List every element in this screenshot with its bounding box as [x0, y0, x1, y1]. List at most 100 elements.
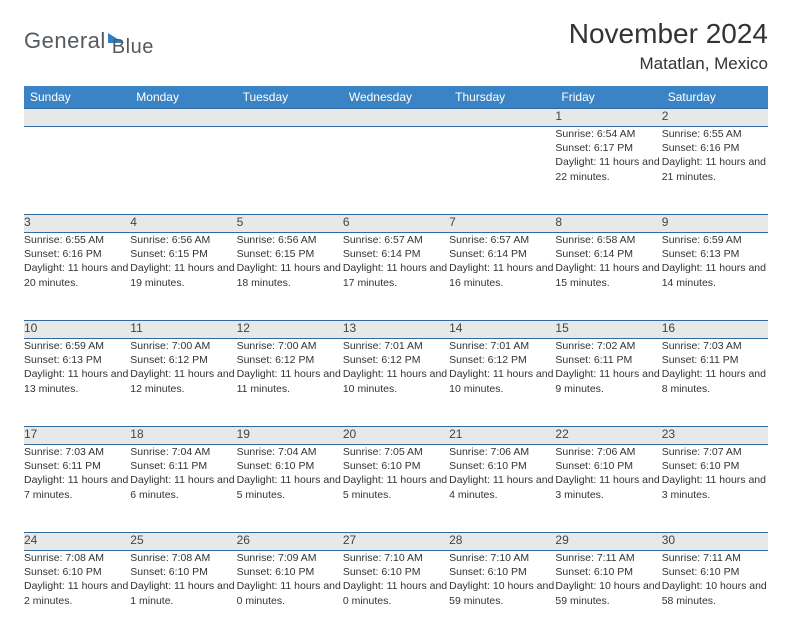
title-block: November 2024 Matatlan, Mexico: [569, 18, 768, 74]
day-number-row: 24252627282930: [24, 533, 768, 551]
sunrise-text: Sunrise: 6:55 AM: [24, 233, 130, 247]
sunset-text: Sunset: 6:10 PM: [449, 565, 555, 579]
day-number-cell: 26: [237, 533, 343, 551]
sunrise-text: Sunrise: 6:59 AM: [662, 233, 768, 247]
day-number-cell: 12: [237, 321, 343, 339]
day-number-cell: 16: [662, 321, 768, 339]
sunrise-text: Sunrise: 7:09 AM: [237, 551, 343, 565]
day-number-cell: [449, 109, 555, 127]
sunrise-text: Sunrise: 7:06 AM: [555, 445, 661, 459]
weekday-header: Thursday: [449, 86, 555, 109]
day-content-cell: Sunrise: 7:06 AMSunset: 6:10 PMDaylight:…: [449, 445, 555, 533]
sunrise-text: Sunrise: 7:03 AM: [24, 445, 130, 459]
day-content-cell: Sunrise: 7:10 AMSunset: 6:10 PMDaylight:…: [449, 551, 555, 639]
day-content-row: Sunrise: 6:55 AMSunset: 6:16 PMDaylight:…: [24, 233, 768, 321]
day-content-cell: Sunrise: 7:08 AMSunset: 6:10 PMDaylight:…: [130, 551, 236, 639]
sunrise-text: Sunrise: 7:08 AM: [130, 551, 236, 565]
sunset-text: Sunset: 6:10 PM: [449, 459, 555, 473]
day-content-cell: Sunrise: 6:57 AMSunset: 6:14 PMDaylight:…: [449, 233, 555, 321]
day-number-cell: 19: [237, 427, 343, 445]
day-content-row: Sunrise: 7:03 AMSunset: 6:11 PMDaylight:…: [24, 445, 768, 533]
location: Matatlan, Mexico: [569, 54, 768, 74]
day-number-cell: 24: [24, 533, 130, 551]
daylight-text: Daylight: 11 hours and 21 minutes.: [662, 155, 768, 183]
day-content-row: Sunrise: 7:08 AMSunset: 6:10 PMDaylight:…: [24, 551, 768, 639]
day-content-cell: Sunrise: 7:10 AMSunset: 6:10 PMDaylight:…: [343, 551, 449, 639]
day-content-cell: Sunrise: 7:04 AMSunset: 6:11 PMDaylight:…: [130, 445, 236, 533]
sunset-text: Sunset: 6:14 PM: [555, 247, 661, 261]
sunset-text: Sunset: 6:10 PM: [24, 565, 130, 579]
sunset-text: Sunset: 6:15 PM: [237, 247, 343, 261]
day-number-cell: 17: [24, 427, 130, 445]
sunrise-text: Sunrise: 7:01 AM: [449, 339, 555, 353]
sunrise-text: Sunrise: 6:57 AM: [343, 233, 449, 247]
sunrise-text: Sunrise: 7:08 AM: [24, 551, 130, 565]
sunset-text: Sunset: 6:16 PM: [24, 247, 130, 261]
day-content-cell: Sunrise: 7:03 AMSunset: 6:11 PMDaylight:…: [24, 445, 130, 533]
day-content-cell: Sunrise: 6:56 AMSunset: 6:15 PMDaylight:…: [130, 233, 236, 321]
sunset-text: Sunset: 6:13 PM: [662, 247, 768, 261]
daylight-text: Daylight: 11 hours and 2 minutes.: [24, 579, 130, 607]
daylight-text: Daylight: 11 hours and 9 minutes.: [555, 367, 661, 395]
sunrise-text: Sunrise: 7:10 AM: [343, 551, 449, 565]
day-content-cell: Sunrise: 7:04 AMSunset: 6:10 PMDaylight:…: [237, 445, 343, 533]
day-content-row: Sunrise: 6:59 AMSunset: 6:13 PMDaylight:…: [24, 339, 768, 427]
day-number-row: 17181920212223: [24, 427, 768, 445]
daylight-text: Daylight: 11 hours and 7 minutes.: [24, 473, 130, 501]
day-content-cell: Sunrise: 6:59 AMSunset: 6:13 PMDaylight:…: [24, 339, 130, 427]
daylight-text: Daylight: 11 hours and 18 minutes.: [237, 261, 343, 289]
daylight-text: Daylight: 11 hours and 14 minutes.: [662, 261, 768, 289]
sunrise-text: Sunrise: 7:04 AM: [130, 445, 236, 459]
sunset-text: Sunset: 6:10 PM: [130, 565, 236, 579]
sunset-text: Sunset: 6:12 PM: [130, 353, 236, 367]
day-number-row: 10111213141516: [24, 321, 768, 339]
day-number-cell: 7: [449, 215, 555, 233]
sunset-text: Sunset: 6:10 PM: [662, 459, 768, 473]
sunset-text: Sunset: 6:11 PM: [130, 459, 236, 473]
sunrise-text: Sunrise: 7:03 AM: [662, 339, 768, 353]
day-number-cell: 25: [130, 533, 236, 551]
sunrise-text: Sunrise: 7:10 AM: [449, 551, 555, 565]
daylight-text: Daylight: 11 hours and 3 minutes.: [662, 473, 768, 501]
daylight-text: Daylight: 11 hours and 0 minutes.: [237, 579, 343, 607]
day-content-cell: Sunrise: 6:57 AMSunset: 6:14 PMDaylight:…: [343, 233, 449, 321]
day-content-cell: Sunrise: 7:06 AMSunset: 6:10 PMDaylight:…: [555, 445, 661, 533]
daylight-text: Daylight: 11 hours and 4 minutes.: [449, 473, 555, 501]
day-number-cell: 20: [343, 427, 449, 445]
day-content-cell: Sunrise: 7:01 AMSunset: 6:12 PMDaylight:…: [449, 339, 555, 427]
sunrise-text: Sunrise: 7:04 AM: [237, 445, 343, 459]
day-number-cell: 9: [662, 215, 768, 233]
day-content-cell: Sunrise: 7:07 AMSunset: 6:10 PMDaylight:…: [662, 445, 768, 533]
sunrise-text: Sunrise: 7:07 AM: [662, 445, 768, 459]
day-content-row: Sunrise: 6:54 AMSunset: 6:17 PMDaylight:…: [24, 127, 768, 215]
day-number-cell: 13: [343, 321, 449, 339]
day-content-cell: Sunrise: 7:01 AMSunset: 6:12 PMDaylight:…: [343, 339, 449, 427]
day-content-cell: Sunrise: 7:08 AMSunset: 6:10 PMDaylight:…: [24, 551, 130, 639]
sunrise-text: Sunrise: 6:56 AM: [130, 233, 236, 247]
day-content-cell: Sunrise: 7:00 AMSunset: 6:12 PMDaylight:…: [237, 339, 343, 427]
weekday-header: Tuesday: [237, 86, 343, 109]
sunrise-text: Sunrise: 6:54 AM: [555, 127, 661, 141]
day-number-cell: 6: [343, 215, 449, 233]
sunrise-text: Sunrise: 7:06 AM: [449, 445, 555, 459]
day-number-cell: 28: [449, 533, 555, 551]
sunset-text: Sunset: 6:10 PM: [662, 565, 768, 579]
sunset-text: Sunset: 6:17 PM: [555, 141, 661, 155]
brand-logo: General Blue: [24, 18, 154, 59]
sunrise-text: Sunrise: 6:55 AM: [662, 127, 768, 141]
day-content-cell: [343, 127, 449, 215]
sunset-text: Sunset: 6:12 PM: [343, 353, 449, 367]
sunset-text: Sunset: 6:14 PM: [343, 247, 449, 261]
sunset-text: Sunset: 6:13 PM: [24, 353, 130, 367]
day-number-cell: 22: [555, 427, 661, 445]
calendar-table: SundayMondayTuesdayWednesdayThursdayFrid…: [24, 86, 768, 639]
day-content-cell: Sunrise: 7:11 AMSunset: 6:10 PMDaylight:…: [555, 551, 661, 639]
day-number-cell: 18: [130, 427, 236, 445]
sunrise-text: Sunrise: 7:01 AM: [343, 339, 449, 353]
day-content-cell: Sunrise: 7:00 AMSunset: 6:12 PMDaylight:…: [130, 339, 236, 427]
sunrise-text: Sunrise: 7:11 AM: [662, 551, 768, 565]
daylight-text: Daylight: 11 hours and 19 minutes.: [130, 261, 236, 289]
daylight-text: Daylight: 10 hours and 58 minutes.: [662, 579, 768, 607]
daylight-text: Daylight: 11 hours and 0 minutes.: [343, 579, 449, 607]
day-content-cell: Sunrise: 7:11 AMSunset: 6:10 PMDaylight:…: [662, 551, 768, 639]
